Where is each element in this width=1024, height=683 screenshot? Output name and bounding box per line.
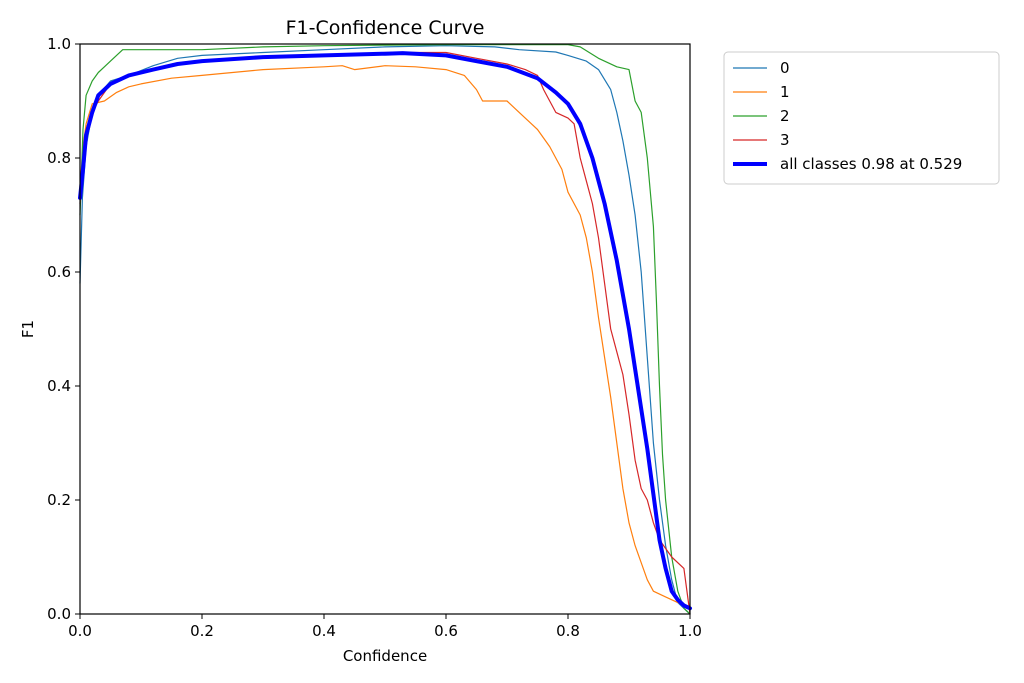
y-axis-label: F1	[19, 320, 37, 338]
legend-label: 0	[780, 59, 790, 77]
chart-title: F1-Confidence Curve	[286, 17, 485, 39]
legend-items: 0 1 2 3 all classes 0.98 at 0.529	[733, 59, 962, 173]
legend: 0 1 2 3 all classes 0.98 at 0.529	[723, 51, 1000, 185]
x-tick-label: 0.2	[190, 622, 214, 640]
y-tick-label: 0.2	[47, 491, 71, 509]
x-tick-label: 0.0	[68, 622, 92, 640]
y-tick-label: 0.0	[47, 605, 71, 623]
x-axis-ticks: 0.0 0.2 0.4 0.6 0.8 1.0	[68, 614, 702, 640]
y-tick-label: 0.6	[47, 263, 71, 281]
y-tick-label: 0.4	[47, 377, 71, 395]
legend-label: 1	[780, 83, 790, 101]
y-axis-ticks: 0.0 0.2 0.4 0.6 0.8 1.0	[47, 35, 80, 623]
series-line-4	[78, 51, 692, 611]
y-tick-label: 1.0	[47, 35, 71, 53]
plot-frame	[79, 43, 691, 615]
legend-label: all classes 0.98 at 0.529	[780, 155, 962, 173]
x-axis-label: Confidence	[343, 647, 427, 665]
legend-label: 3	[780, 131, 790, 149]
plot-lines	[78, 44, 692, 615]
x-tick-label: 0.6	[434, 622, 458, 640]
legend-box	[723, 51, 1000, 185]
y-tick-label: 0.8	[47, 149, 71, 167]
series-line-2	[79, 44, 691, 615]
legend-label: 2	[780, 107, 790, 125]
x-tick-label: 1.0	[678, 622, 702, 640]
x-tick-label: 0.4	[312, 622, 336, 640]
series-line-1	[79, 65, 691, 609]
x-tick-label: 0.8	[556, 622, 580, 640]
